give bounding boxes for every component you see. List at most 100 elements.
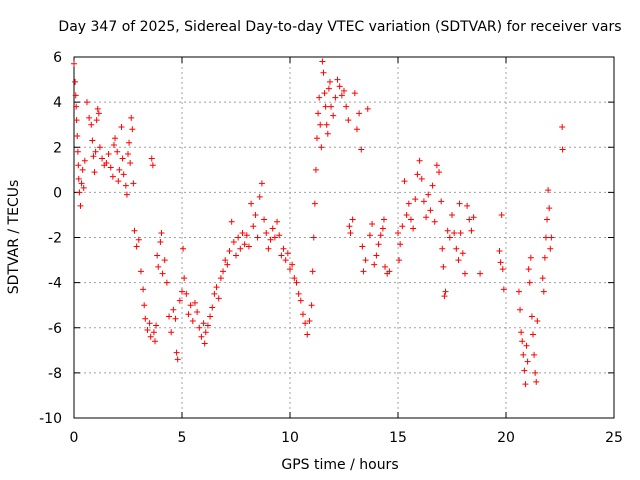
data-point <box>499 266 506 273</box>
data-point <box>204 322 211 329</box>
data-point <box>523 342 530 349</box>
data-point <box>441 293 448 300</box>
y-tick-label: 2 <box>53 140 62 156</box>
data-point <box>73 103 80 110</box>
data-point <box>359 243 366 250</box>
data-point <box>161 257 168 264</box>
data-point <box>453 245 460 252</box>
data-point <box>72 92 79 99</box>
data-point <box>347 229 354 236</box>
data-point <box>397 241 404 248</box>
data-point <box>295 290 302 297</box>
data-point <box>412 196 419 203</box>
data-point <box>142 315 149 322</box>
data-point <box>271 234 278 241</box>
data-point <box>154 252 161 259</box>
data-point <box>198 333 205 340</box>
data-point <box>107 164 114 171</box>
data-point <box>170 306 177 313</box>
data-point <box>176 297 183 304</box>
y-tick-label: -6 <box>48 321 62 337</box>
data-point <box>92 148 99 155</box>
data-point <box>324 130 331 137</box>
data-point <box>78 180 85 187</box>
data-point <box>319 58 326 65</box>
data-point <box>105 151 112 158</box>
data-point <box>457 229 464 236</box>
data-point <box>135 236 142 243</box>
data-point <box>155 263 162 270</box>
y-tick-label: 0 <box>53 185 62 201</box>
data-point <box>179 288 185 295</box>
grid-lines <box>74 57 614 418</box>
data-point <box>356 110 363 117</box>
data-point <box>360 268 367 275</box>
data-point <box>150 329 157 336</box>
data-point <box>250 223 257 230</box>
data-point <box>325 85 332 92</box>
data-point <box>517 306 524 313</box>
data-point <box>321 90 328 97</box>
data-point <box>163 279 170 286</box>
data-point <box>235 234 242 241</box>
data-point <box>464 202 471 209</box>
data-point <box>427 207 434 214</box>
data-point <box>461 270 468 277</box>
data-point <box>148 155 155 162</box>
data-point <box>211 290 218 297</box>
data-point <box>559 146 566 153</box>
data-point <box>429 182 436 189</box>
data-point <box>328 103 335 110</box>
data-point <box>416 157 423 164</box>
data-point <box>166 313 173 320</box>
data-point <box>168 329 175 336</box>
data-point <box>545 187 552 194</box>
data-point <box>282 257 289 264</box>
data-point <box>116 166 123 173</box>
data-point <box>323 121 330 128</box>
data-point <box>311 200 318 207</box>
data-point <box>433 162 440 169</box>
data-point <box>149 162 156 169</box>
x-tick-label: 20 <box>497 430 515 446</box>
data-point <box>455 257 462 264</box>
data-point <box>379 225 386 232</box>
data-point <box>217 275 224 282</box>
data-point <box>81 157 88 164</box>
data-point <box>194 308 201 315</box>
data-point <box>364 105 371 112</box>
data-point <box>181 275 188 282</box>
data-point <box>128 114 135 121</box>
data-point <box>309 268 316 275</box>
data-point <box>196 324 203 331</box>
data-point <box>183 290 190 297</box>
data-point <box>527 254 534 261</box>
data-point <box>93 117 100 124</box>
data-point <box>438 198 445 205</box>
data-point <box>468 227 475 234</box>
data-point <box>293 279 300 286</box>
data-point <box>330 112 337 119</box>
data-point <box>410 225 417 232</box>
data-point <box>226 248 233 255</box>
data-point <box>96 144 103 151</box>
x-tick-label: 10 <box>281 430 299 446</box>
data-point <box>261 216 268 223</box>
data-point <box>152 338 158 345</box>
data-point <box>284 250 291 257</box>
data-point <box>263 229 270 236</box>
data-point <box>72 78 79 85</box>
data-point <box>521 367 528 374</box>
data-point <box>114 148 121 155</box>
data-point <box>224 261 231 268</box>
data-point <box>559 123 566 130</box>
data-point <box>127 160 134 167</box>
data-point <box>252 211 259 218</box>
data-point <box>83 99 90 106</box>
x-tick-label: 5 <box>178 430 187 446</box>
data-point <box>119 155 126 162</box>
data-point <box>153 322 160 329</box>
data-point <box>346 223 353 230</box>
data-point <box>539 275 546 282</box>
data-point <box>299 311 306 318</box>
